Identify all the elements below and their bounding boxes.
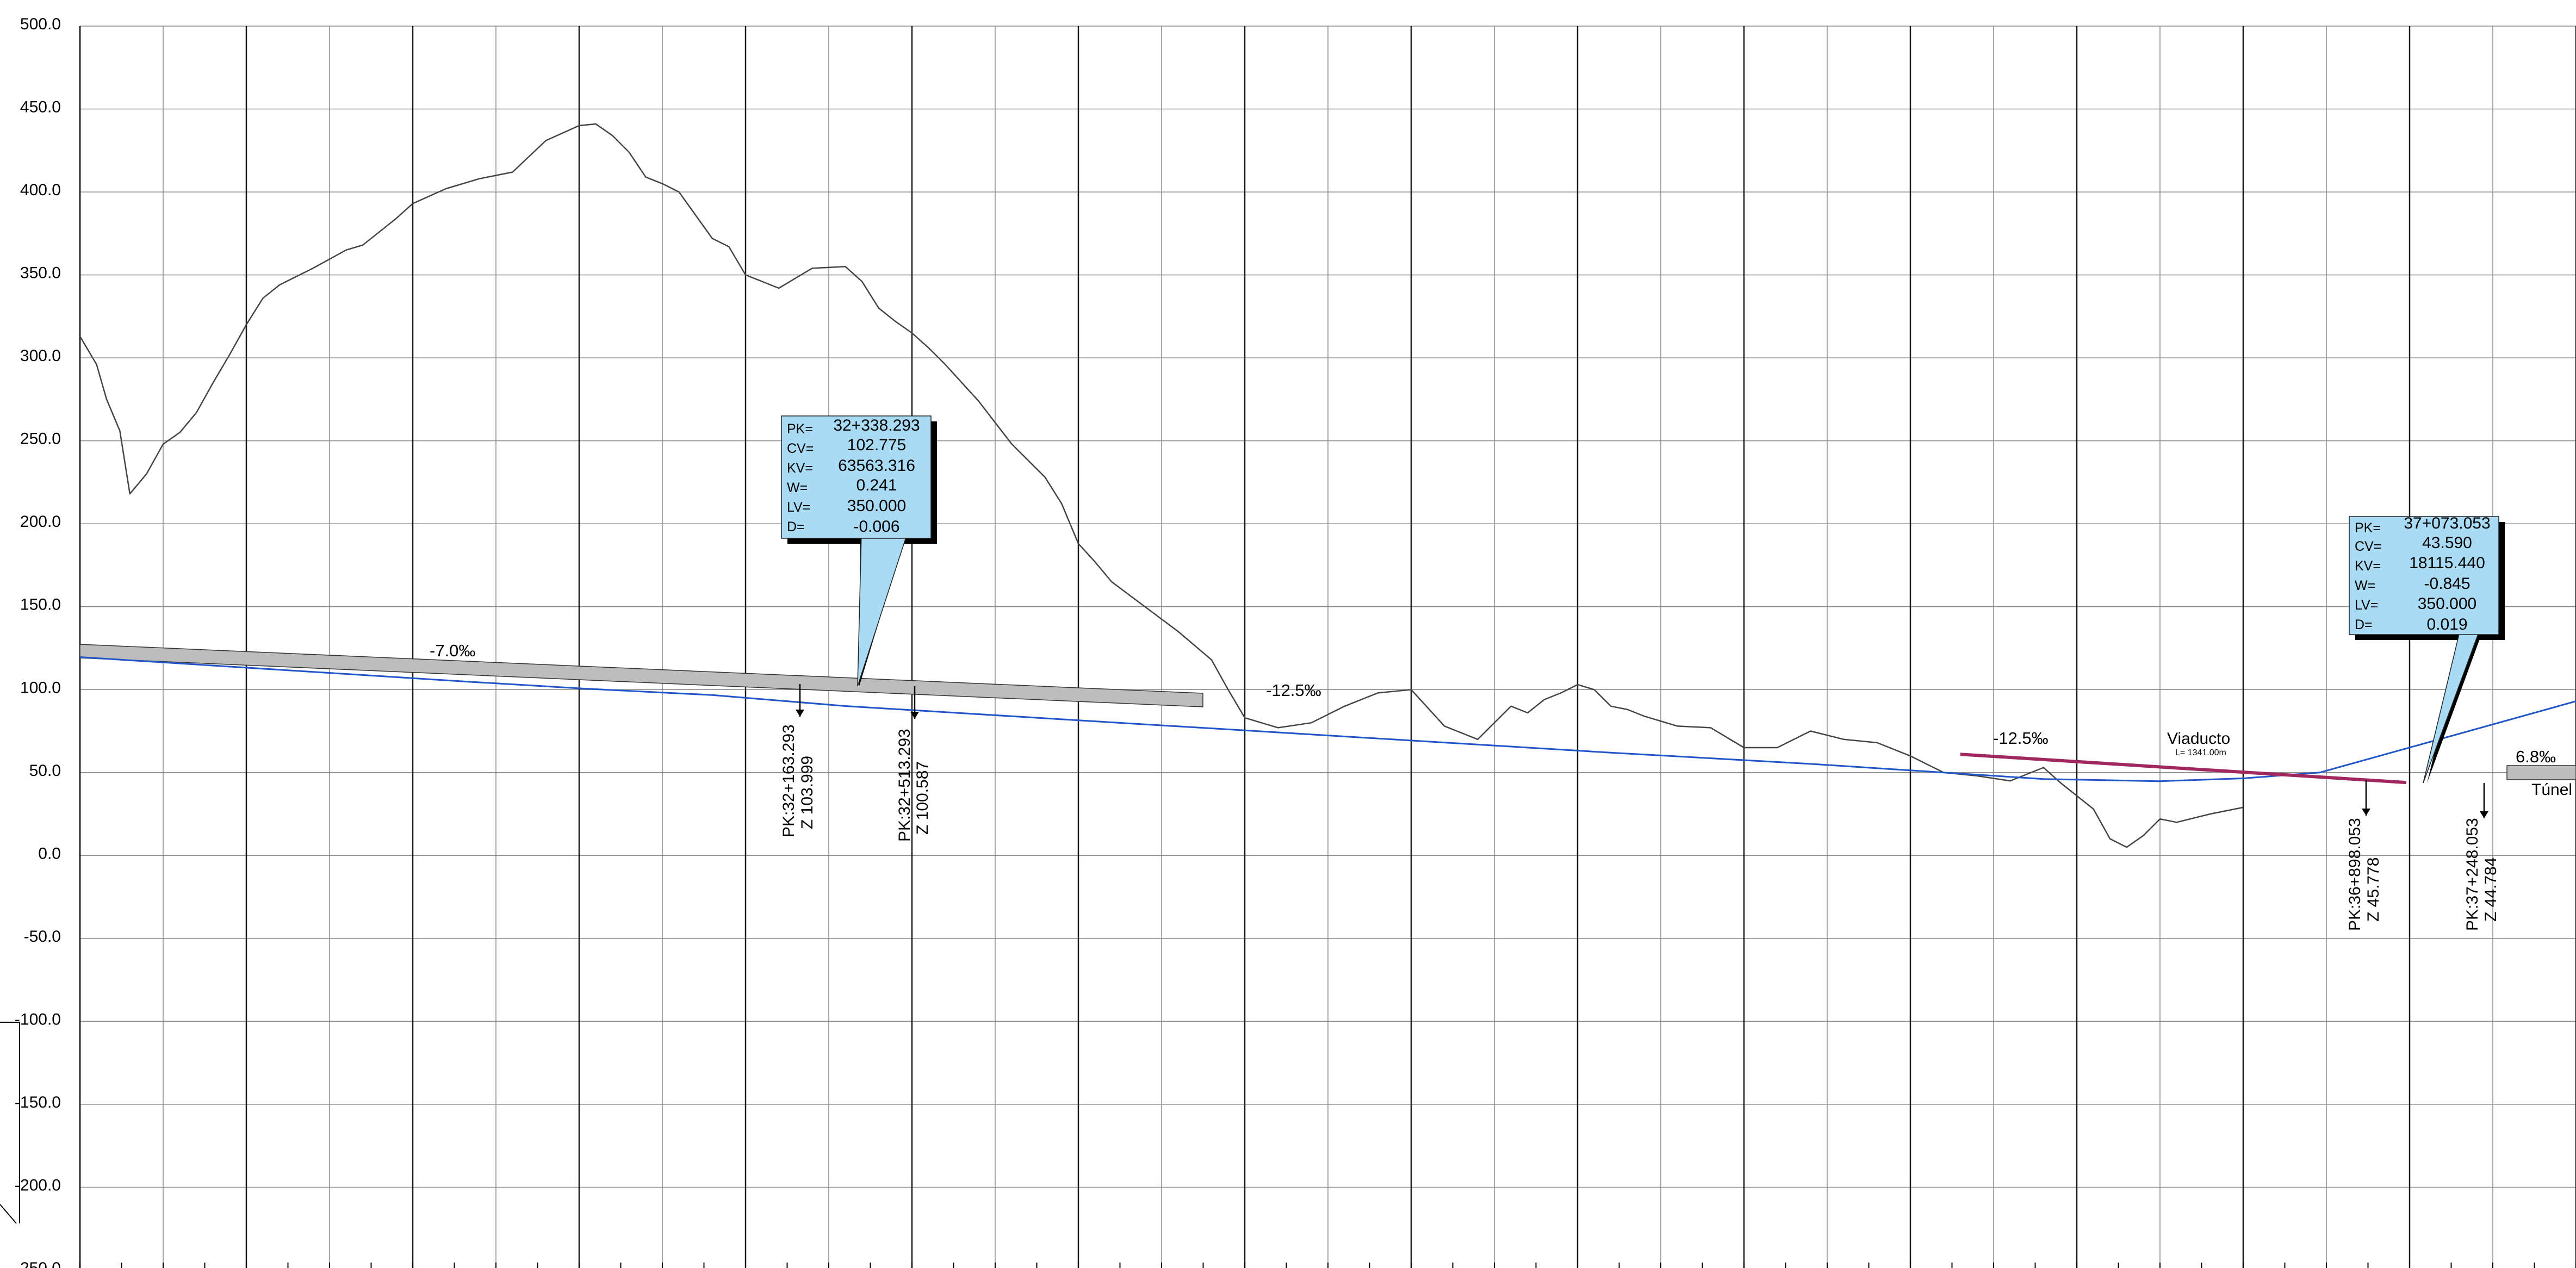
- curve-box-key: PK=: [787, 421, 813, 437]
- y-tick-label: 350.0: [20, 264, 61, 282]
- grade-label: -7.0‰: [430, 641, 475, 660]
- embankment-band-left: [79, 644, 1203, 707]
- series-grade-line: [79, 656, 2576, 782]
- vertical-point-marker: PK:36+898.053 Z 45.778: [2346, 780, 2382, 931]
- vertical-point-marker: PK:37+248.053 Z 44.784: [2463, 783, 2500, 931]
- y-tick-label: 200.0: [20, 513, 61, 531]
- fill-bands: [79, 644, 2576, 780]
- y-tick-label: 50.0: [29, 762, 61, 780]
- y-tick-label: 300.0: [20, 347, 61, 365]
- structure-label-viaduct: Viaducto: [2167, 730, 2230, 748]
- y-tick-label: -200.0: [15, 1176, 61, 1194]
- y-axis-tick-labels: 500.0 450.0 400.0 350.0 300.0 250.0 200.0 150.0…: [15, 15, 61, 1268]
- y-tick-label: 250.0: [20, 430, 61, 448]
- curve-box-value: 32+338.293: [833, 417, 920, 434]
- grade-label: 6.8‰: [2516, 747, 2556, 766]
- series-layer: [79, 123, 2576, 848]
- curve-box-key: KV=: [787, 461, 813, 476]
- y-tick-label: 100.0: [20, 679, 61, 697]
- y-tick-label: -50.0: [24, 928, 61, 946]
- grid: [79, 26, 2576, 1268]
- z-label: Z 100.587: [914, 761, 932, 835]
- curve-box-key: W=: [2355, 578, 2375, 593]
- curve-box-value: 63563.316: [838, 457, 915, 475]
- curve-box-value: 37+073.053: [2404, 514, 2490, 532]
- z-label: Z 103.999: [798, 756, 816, 829]
- y-tick-label: -100.0: [15, 1010, 61, 1028]
- y-tick-label: 500.0: [20, 15, 61, 33]
- curve-box-key: W=: [787, 480, 808, 495]
- y-tick-label: 400.0: [20, 181, 61, 199]
- y-tick-label: -250.0: [15, 1259, 61, 1268]
- curve-box-key: D=: [2355, 617, 2373, 632]
- vertical-curve-box: PK= CV= KV= W= LV= D= 37+073.053 43.590 …: [2349, 514, 2505, 784]
- pk-label: PK:32+163.293: [780, 724, 798, 837]
- curve-box-value: 102.775: [847, 436, 906, 454]
- curve-box-value: 18115.440: [2409, 554, 2485, 572]
- curve-box-key: LV=: [2355, 598, 2378, 613]
- left-frame-fragment: [0, 1022, 20, 1224]
- curve-box-value: -0.006: [853, 518, 899, 536]
- curve-box-value: 0.241: [856, 476, 897, 494]
- curve-box-value: 43.590: [2422, 534, 2472, 552]
- embankment-band-right: [2506, 765, 2576, 780]
- curve-box-value: -0.845: [2424, 575, 2470, 593]
- y-tick-label: 450.0: [20, 98, 61, 116]
- vertical-point-marker: PK:32+513.293 Z 100.587: [896, 686, 932, 842]
- z-label: Z 45.778: [2364, 857, 2382, 922]
- y-tick-label: -150.0: [15, 1093, 61, 1111]
- curve-box-key: D=: [787, 519, 805, 534]
- curve-box-key: KV=: [2355, 558, 2381, 574]
- pk-label: PK:37+248.053: [2463, 818, 2481, 931]
- y-tick-label: 150.0: [20, 596, 61, 614]
- curve-box-value: 350.000: [2418, 595, 2476, 613]
- pk-label: PK:36+898.053: [2346, 818, 2364, 931]
- annotation-layer: -7.0‰ -12.5‰ -12.5‰ 6.8‰ Viaducto L= 134…: [430, 415, 2572, 931]
- structure-length-viaduct: L= 1341.00m: [2175, 748, 2226, 757]
- structure-label-tunnel: Túnel: [2531, 781, 2572, 799]
- curve-box-key: PK=: [2355, 520, 2381, 536]
- curve-box-value: 350.000: [847, 497, 906, 515]
- vertical-point-marker: PK:32+163.293 Z 103.999: [780, 684, 816, 837]
- series-terrain: [79, 123, 2244, 848]
- grade-label: -12.5‰: [1266, 681, 1321, 700]
- vertical-curve-box: PK= CV= KV= W= LV= D= 32+338.293 102.775…: [781, 415, 937, 687]
- curve-box-value: 0.019: [2426, 616, 2467, 633]
- curve-box-key: LV=: [787, 500, 810, 515]
- y-tick-label: 0.0: [38, 844, 61, 862]
- curve-box-key: CV=: [787, 441, 814, 456]
- series-viaduct: [1960, 753, 2407, 785]
- curve-box-key: CV=: [2355, 539, 2381, 554]
- pk-label: PK:32+513.293: [896, 729, 914, 842]
- grade-label: -12.5‰: [1993, 729, 2049, 748]
- z-label: Z 44.784: [2482, 857, 2500, 922]
